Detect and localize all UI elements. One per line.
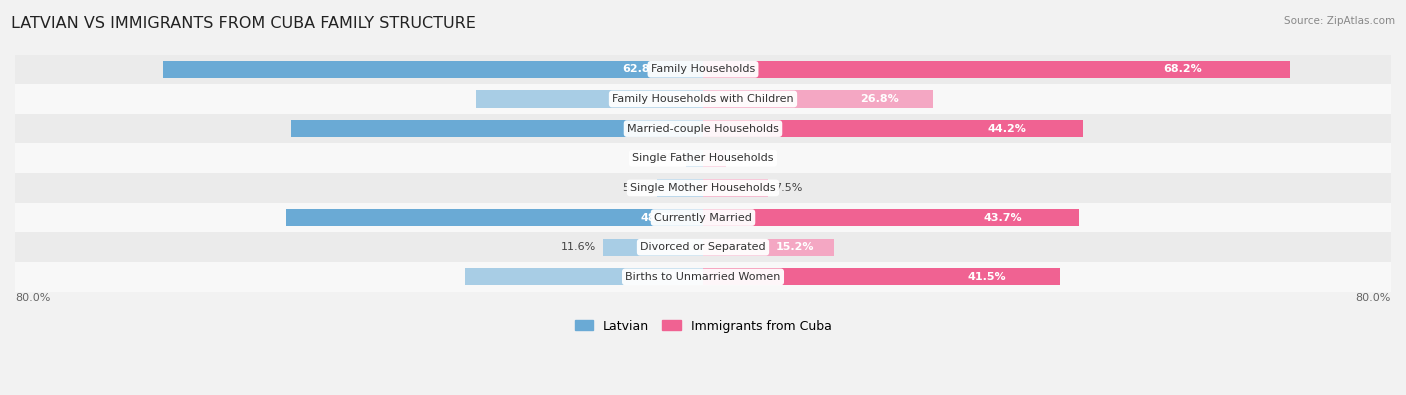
Text: 43.7%: 43.7% [984,213,1022,222]
Bar [703,150,727,167]
Text: Family Households: Family Households [651,64,755,74]
Bar [15,55,1391,84]
Legend: Latvian, Immigrants from Cuba: Latvian, Immigrants from Cuba [569,315,837,338]
Bar [686,150,703,167]
Bar [15,262,1391,292]
Bar [703,120,1083,137]
Text: Divorced or Separated: Divorced or Separated [640,242,766,252]
Bar [703,179,768,197]
Text: Single Mother Households: Single Mother Households [630,183,776,193]
Text: 80.0%: 80.0% [15,293,51,303]
Text: 5.3%: 5.3% [623,183,651,193]
Bar [15,143,1391,173]
Text: 2.0%: 2.0% [651,153,679,163]
Bar [291,120,703,137]
Text: LATVIAN VS IMMIGRANTS FROM CUBA FAMILY STRUCTURE: LATVIAN VS IMMIGRANTS FROM CUBA FAMILY S… [11,16,477,31]
Bar [15,114,1391,143]
Text: 62.8%: 62.8% [621,64,661,74]
Text: Single Father Households: Single Father Households [633,153,773,163]
Text: 47.9%: 47.9% [641,124,681,134]
Bar [703,239,834,256]
Bar [703,90,934,107]
Bar [285,209,703,226]
Text: 7.5%: 7.5% [775,183,803,193]
Text: 41.5%: 41.5% [967,272,1007,282]
Bar [15,203,1391,232]
Bar [703,61,1289,78]
Bar [163,61,703,78]
Text: Married-couple Households: Married-couple Households [627,124,779,134]
Text: 26.8%: 26.8% [860,94,898,104]
Text: 68.2%: 68.2% [1163,64,1202,74]
Text: Currently Married: Currently Married [654,213,752,222]
Bar [603,239,703,256]
Text: 27.7%: 27.7% [668,272,706,282]
Text: 44.2%: 44.2% [987,124,1026,134]
Bar [15,84,1391,114]
Bar [703,268,1060,286]
Text: Births to Unmarried Women: Births to Unmarried Women [626,272,780,282]
Text: 48.5%: 48.5% [641,213,679,222]
Bar [658,179,703,197]
Bar [15,173,1391,203]
Bar [465,268,703,286]
Text: 11.6%: 11.6% [561,242,596,252]
Text: 2.7%: 2.7% [733,153,762,163]
Bar [477,90,703,107]
Text: Family Households with Children: Family Households with Children [612,94,794,104]
Text: Source: ZipAtlas.com: Source: ZipAtlas.com [1284,16,1395,26]
Bar [15,232,1391,262]
Text: 80.0%: 80.0% [1355,293,1391,303]
Text: 15.2%: 15.2% [776,242,814,252]
Bar [703,209,1078,226]
Text: 26.4%: 26.4% [669,94,707,104]
